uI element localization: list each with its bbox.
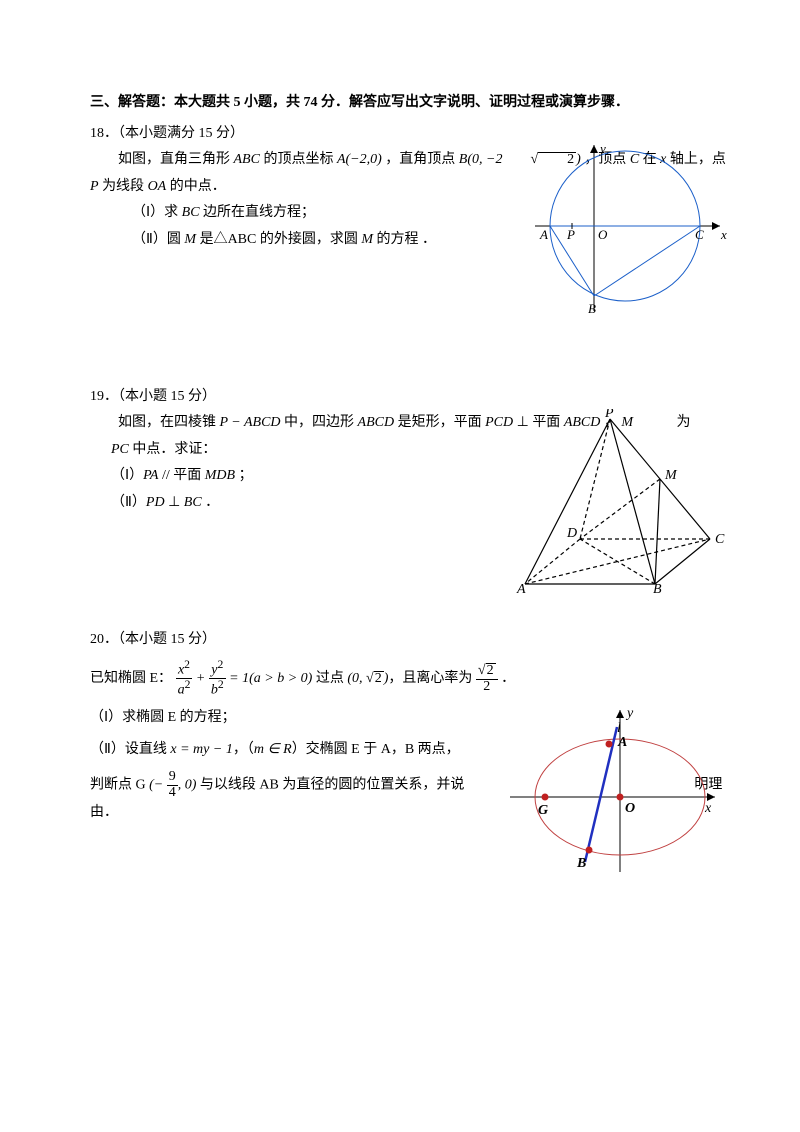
lbl-D: D (566, 526, 577, 541)
lbl-B: B (653, 582, 662, 594)
lbl-x: x (704, 801, 712, 816)
lbl-P: P (566, 227, 575, 242)
lbl-O: O (598, 227, 608, 242)
lbl-A: A (516, 582, 526, 594)
lbl-C: C (715, 532, 725, 547)
lbl-C: C (695, 227, 704, 242)
lbl-M: M (664, 468, 678, 483)
lbl-B: B (576, 856, 586, 871)
q20-num: 20．（本小题 15 分） (90, 627, 720, 654)
lbl-A: A (539, 227, 548, 242)
lbl-O: O (625, 801, 635, 816)
lbl-l: l (617, 721, 621, 736)
q18-figure: y x A P O C B (520, 141, 730, 321)
lbl-A: A (617, 735, 627, 750)
lbl-x: x (720, 227, 727, 242)
lbl-B: B (588, 301, 596, 316)
q19-figure: P M C D A B (505, 409, 730, 594)
lbl-y: y (598, 141, 606, 156)
q20-figure: y x A B G O l (505, 702, 725, 877)
question-19: 19．（本小题 15 分） P M C (90, 384, 720, 617)
question-18: 18．（本小题满分 15 分） y x A P (90, 121, 720, 374)
lbl-G: G (538, 803, 548, 818)
q20-line1: 已知椭圆 E： x2a2 + y2b2 = 1(a > b > 0) 过点 (0… (90, 659, 720, 699)
lbl-y: y (625, 706, 634, 721)
section-header: 三、解答题：本大题共 5 小题，共 74 分．解答应写出文字说明、证明过程或演算… (90, 90, 720, 117)
lbl-P: P (604, 409, 614, 421)
q19-num: 19．（本小题 15 分） (90, 384, 720, 411)
question-20: 20．（本小题 15 分） y x A B G (90, 627, 720, 827)
